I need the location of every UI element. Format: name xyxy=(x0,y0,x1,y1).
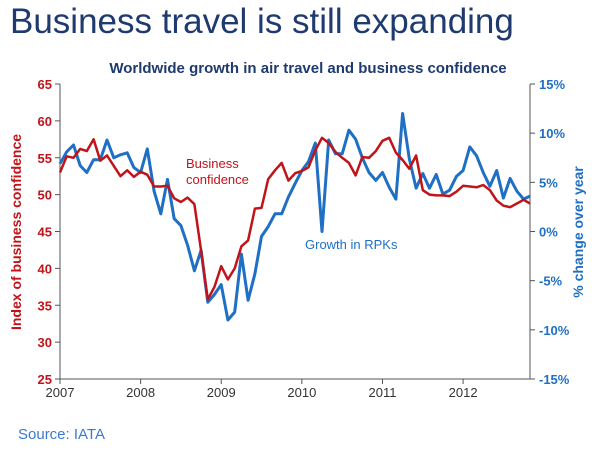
right-tick-label: 15% xyxy=(539,77,565,92)
rpk-label: Growth in RPKs xyxy=(305,237,398,252)
left-tick-label: 45 xyxy=(38,225,52,240)
x-tick-label: 2011 xyxy=(368,385,396,400)
business-confidence-line xyxy=(58,136,531,301)
rpk-growth-line xyxy=(58,112,531,322)
left-tick-label: 40 xyxy=(38,261,52,276)
right-tick-label: 10% xyxy=(539,126,565,141)
right-tick-label: -5% xyxy=(539,274,563,289)
right-axis-label: % change over year xyxy=(570,166,586,298)
x-tick-label: 2008 xyxy=(126,385,155,400)
right-tick-label: -10% xyxy=(539,323,570,338)
x-tick-label: 2012 xyxy=(449,385,478,400)
left-tick-label: 50 xyxy=(38,188,52,203)
right-tick-label: 5% xyxy=(539,175,558,190)
chart-title: Worldwide growth in air travel and busin… xyxy=(109,60,506,77)
left-tick-label: 60 xyxy=(38,114,52,129)
right-tick-label: -15% xyxy=(539,372,570,387)
left-tick-label: 25 xyxy=(38,372,52,387)
x-tick-label: 2007 xyxy=(46,385,75,400)
source-note: Source: IATA xyxy=(18,426,105,443)
left-axis-ticks: 25 30 35 40 45 50 55 60 65 xyxy=(38,77,60,387)
left-tick-label: 30 xyxy=(38,335,52,350)
left-axis-label: Index of business confidence xyxy=(8,134,24,330)
right-tick-label: 0% xyxy=(539,225,558,240)
x-tick-label: 2010 xyxy=(287,385,316,400)
page-headline: Business travel is still expanding xyxy=(10,2,514,41)
x-axis-ticks: 2007 2008 2009 2010 2011 2012 xyxy=(46,379,478,400)
left-tick-label: 55 xyxy=(38,151,52,166)
right-axis-ticks: -15% -10% -5% 0% 5% 10% 15% xyxy=(530,77,570,387)
confidence-label-line1: Business xyxy=(186,156,239,171)
left-tick-label: 65 xyxy=(38,77,52,92)
confidence-label-line2: confidence xyxy=(186,172,249,187)
left-tick-label: 35 xyxy=(38,298,52,313)
x-tick-label: 2009 xyxy=(207,385,236,400)
